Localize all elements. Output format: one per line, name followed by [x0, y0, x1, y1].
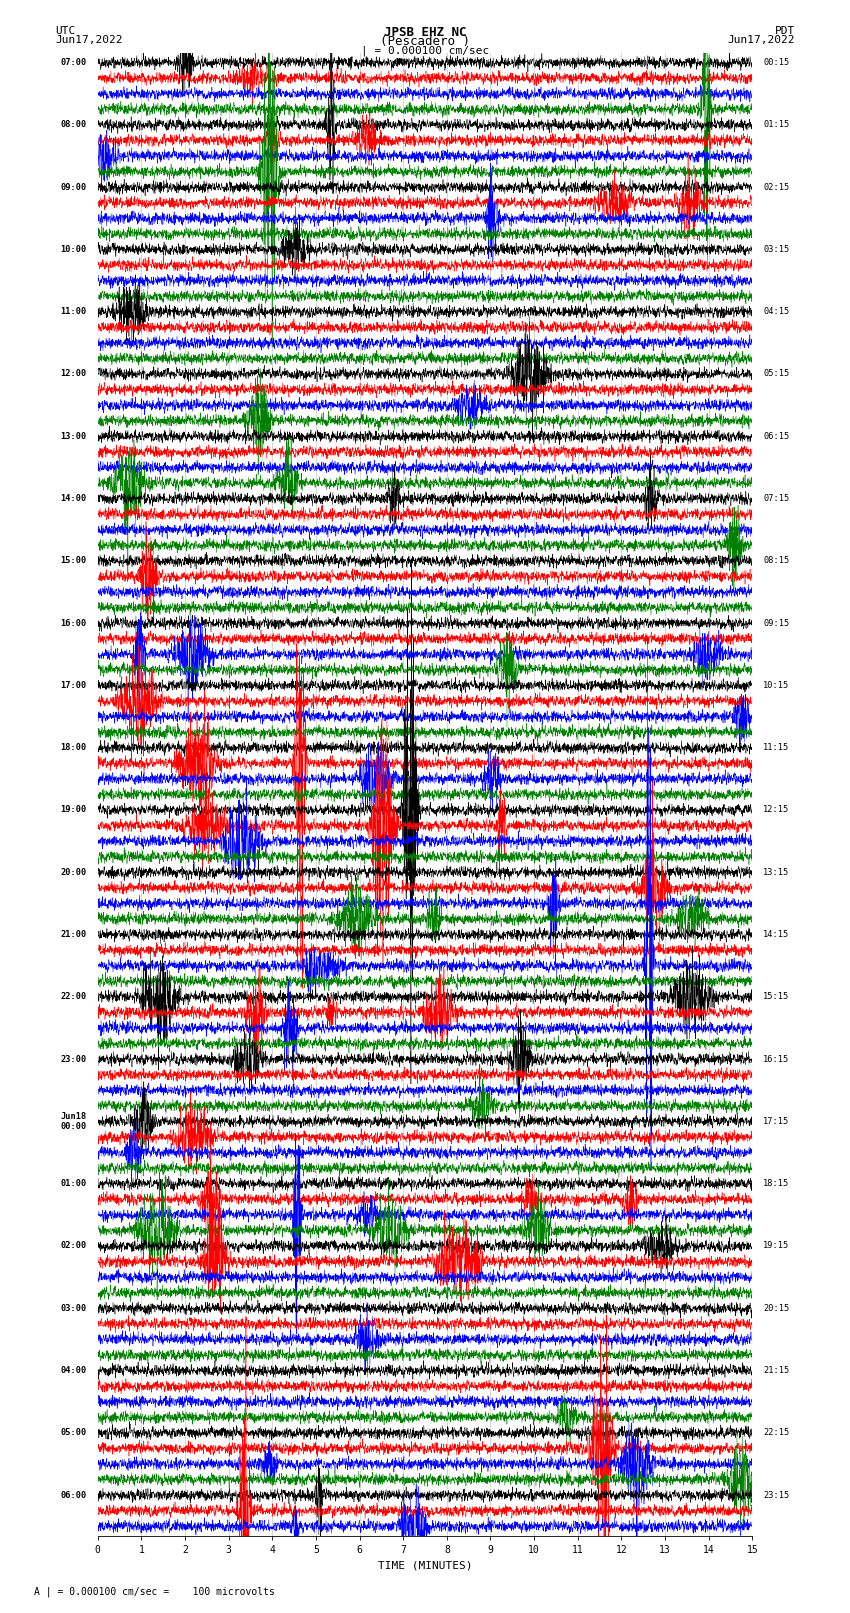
Text: 10:00: 10:00	[60, 245, 87, 253]
Text: JPSB EHZ NC: JPSB EHZ NC	[383, 26, 467, 39]
Text: 15:00: 15:00	[60, 556, 87, 565]
Text: 11:15: 11:15	[763, 744, 790, 752]
Text: 12:00: 12:00	[60, 369, 87, 379]
Text: 19:15: 19:15	[763, 1242, 790, 1250]
Text: Jun17,2022: Jun17,2022	[55, 35, 122, 45]
Text: 14:15: 14:15	[763, 931, 790, 939]
Text: 23:00: 23:00	[60, 1055, 87, 1063]
Text: 17:15: 17:15	[763, 1116, 790, 1126]
Text: 04:00: 04:00	[60, 1366, 87, 1374]
Text: 16:15: 16:15	[763, 1055, 790, 1063]
Text: Jun18
00:00: Jun18 00:00	[60, 1111, 87, 1131]
Text: 16:00: 16:00	[60, 619, 87, 627]
Text: 05:00: 05:00	[60, 1428, 87, 1437]
Text: 20:15: 20:15	[763, 1303, 790, 1313]
Text: 15:15: 15:15	[763, 992, 790, 1002]
Text: 21:00: 21:00	[60, 931, 87, 939]
Text: 17:00: 17:00	[60, 681, 87, 690]
Text: 09:00: 09:00	[60, 182, 87, 192]
Text: A | = 0.000100 cm/sec =    100 microvolts: A | = 0.000100 cm/sec = 100 microvolts	[34, 1586, 275, 1597]
Text: 01:00: 01:00	[60, 1179, 87, 1189]
Text: 08:00: 08:00	[60, 121, 87, 129]
Text: | = 0.000100 cm/sec: | = 0.000100 cm/sec	[361, 45, 489, 56]
Text: 22:00: 22:00	[60, 992, 87, 1002]
Text: 19:00: 19:00	[60, 805, 87, 815]
X-axis label: TIME (MINUTES): TIME (MINUTES)	[377, 1560, 473, 1569]
Text: 07:15: 07:15	[763, 494, 790, 503]
Text: 23:15: 23:15	[763, 1490, 790, 1500]
Text: UTC: UTC	[55, 26, 76, 35]
Text: 14:00: 14:00	[60, 494, 87, 503]
Text: 02:00: 02:00	[60, 1242, 87, 1250]
Text: 10:15: 10:15	[763, 681, 790, 690]
Text: PDT: PDT	[774, 26, 795, 35]
Text: 06:15: 06:15	[763, 432, 790, 440]
Text: 06:00: 06:00	[60, 1490, 87, 1500]
Text: Jun17,2022: Jun17,2022	[728, 35, 795, 45]
Text: 08:15: 08:15	[763, 556, 790, 565]
Text: 12:15: 12:15	[763, 805, 790, 815]
Text: 22:15: 22:15	[763, 1428, 790, 1437]
Text: 21:15: 21:15	[763, 1366, 790, 1374]
Text: 04:15: 04:15	[763, 306, 790, 316]
Text: 07:00: 07:00	[60, 58, 87, 68]
Text: 05:15: 05:15	[763, 369, 790, 379]
Text: 02:15: 02:15	[763, 182, 790, 192]
Text: 00:15: 00:15	[763, 58, 790, 68]
Text: 20:00: 20:00	[60, 868, 87, 877]
Text: 13:15: 13:15	[763, 868, 790, 877]
Text: 18:00: 18:00	[60, 744, 87, 752]
Text: 13:00: 13:00	[60, 432, 87, 440]
Text: 01:15: 01:15	[763, 121, 790, 129]
Text: 03:15: 03:15	[763, 245, 790, 253]
Text: (Pescadero ): (Pescadero )	[380, 35, 470, 48]
Text: 11:00: 11:00	[60, 306, 87, 316]
Text: 09:15: 09:15	[763, 619, 790, 627]
Text: 03:00: 03:00	[60, 1303, 87, 1313]
Text: 18:15: 18:15	[763, 1179, 790, 1189]
